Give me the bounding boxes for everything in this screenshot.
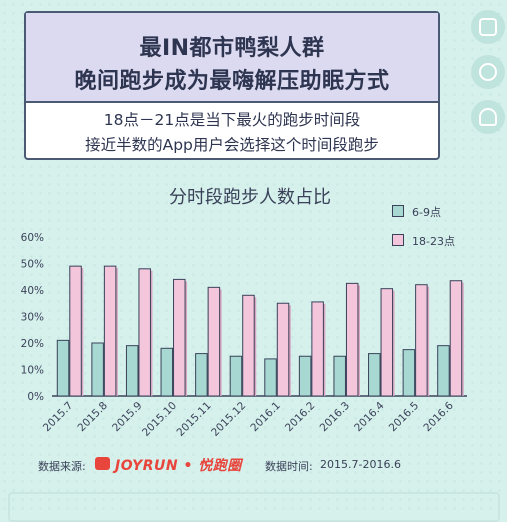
x-tick-label: 2016.3 <box>318 400 352 434</box>
bar-evening <box>207 286 221 397</box>
subtitle-line-2: 接近半数的App用户会选择这个时间段跑步 <box>85 136 379 154</box>
time-label: 数据时间: <box>265 460 313 473</box>
bar-morning <box>333 355 346 397</box>
bar-morning <box>229 355 243 397</box>
x-tick-label: 2016.6 <box>421 399 456 434</box>
list-icon <box>471 10 505 44</box>
bar-morning <box>56 339 70 397</box>
x-tick-label: 2015.10 <box>140 400 179 439</box>
bar-morning <box>160 347 174 397</box>
x-tick-label: 2015.11 <box>175 400 214 439</box>
joyrun-logo-icon <box>95 457 110 470</box>
x-tick-label: 2016.2 <box>283 400 317 434</box>
bar-evening <box>380 288 394 397</box>
heart-icon <box>471 55 505 89</box>
bar-evening <box>449 280 463 397</box>
bar-morning <box>368 353 381 397</box>
legend-label-evening: 18-23点 <box>412 235 455 248</box>
subtitle-line-1: 18点－21点是当下最火的跑步时间段 <box>103 111 361 129</box>
y-tick-label: 40% <box>21 285 44 297</box>
x-tick-label: 2015.12 <box>209 400 248 439</box>
bar-evening <box>69 265 82 397</box>
chart-title: 分时段跑步人数占比 <box>169 187 331 208</box>
y-tick-label: 20% <box>21 338 44 350</box>
legend-swatch-morning <box>392 205 404 217</box>
bottom-decoration <box>8 492 500 522</box>
bar-morning <box>264 358 277 397</box>
bar-evening <box>138 268 151 397</box>
x-tick-label: 2015.7 <box>41 400 75 434</box>
bar-evening <box>103 265 117 397</box>
bar-evening <box>311 301 324 397</box>
bar-morning <box>298 355 312 397</box>
bar-morning <box>437 345 450 397</box>
x-tick-label: 2016.4 <box>352 399 387 434</box>
x-tick-label: 2015.8 <box>76 400 110 434</box>
bar-morning <box>125 345 139 397</box>
legend-label-morning: 6-9点 <box>412 206 441 219</box>
x-tick-label: 2015.9 <box>110 400 144 434</box>
header-card: 最IN都市鸭梨人群 晚间跑步成为最嗨解压助眠方式 18点－21点是当下最火的跑步… <box>24 11 440 160</box>
title-band: 最IN都市鸭梨人群 晚间跑步成为最嗨解压助眠方式 <box>26 13 438 103</box>
y-tick-label: 60% <box>21 232 44 244</box>
bar-morning <box>402 349 416 397</box>
person-icon <box>471 100 505 134</box>
bar-evening <box>345 282 359 397</box>
bar-morning <box>195 353 208 397</box>
y-tick-label: 10% <box>21 365 44 377</box>
x-tick-label: 2016.1 <box>248 400 282 434</box>
legend-swatch-evening <box>392 234 404 246</box>
bar-morning <box>91 342 104 397</box>
y-tick-label: 0% <box>27 391 44 403</box>
brand-name: JOYRUN • 悦跑圈 <box>115 458 242 474</box>
bar-evening <box>242 294 255 397</box>
title-line-2: 晚间跑步成为最嗨解压助眠方式 <box>74 69 390 94</box>
side-icon-rail <box>467 0 507 150</box>
title-line-1: 最IN都市鸭梨人群 <box>139 36 325 61</box>
bar-evening <box>173 278 186 397</box>
bar-evening <box>415 284 428 397</box>
y-tick-label: 30% <box>21 312 44 324</box>
y-tick-label: 50% <box>21 259 44 271</box>
time-value: 2015.7-2016.6 <box>320 458 401 471</box>
x-tick-label: 2016.5 <box>387 400 421 434</box>
bar-evening <box>276 302 290 397</box>
source-label: 数据来源: <box>38 460 86 473</box>
